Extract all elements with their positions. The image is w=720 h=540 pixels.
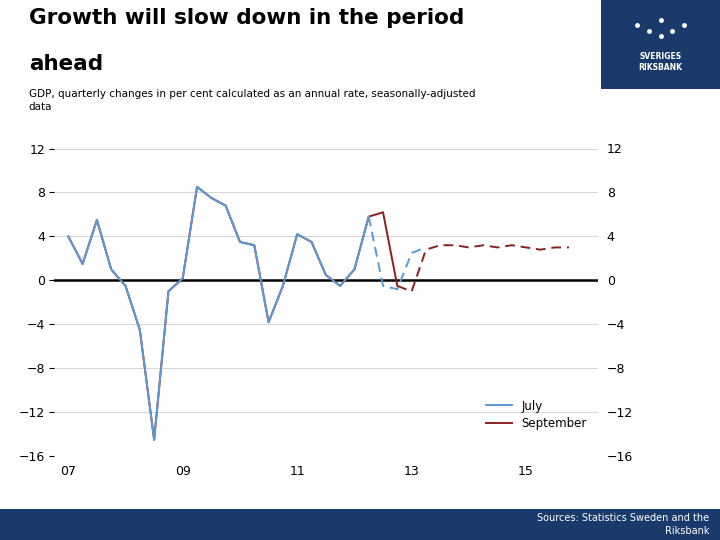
Text: Growth will slow down in the period: Growth will slow down in the period bbox=[29, 8, 464, 28]
Legend: July, September: July, September bbox=[482, 395, 592, 435]
Text: Sources: Statistics Sweden and the
Riksbank: Sources: Statistics Sweden and the Riksb… bbox=[537, 513, 709, 536]
Text: GDP, quarterly changes in per cent calculated as an annual rate, seasonally-adju: GDP, quarterly changes in per cent calcu… bbox=[29, 89, 475, 112]
Text: ahead: ahead bbox=[29, 54, 103, 74]
Text: SVERIGES
RIKSBANK: SVERIGES RIKSBANK bbox=[639, 52, 683, 72]
